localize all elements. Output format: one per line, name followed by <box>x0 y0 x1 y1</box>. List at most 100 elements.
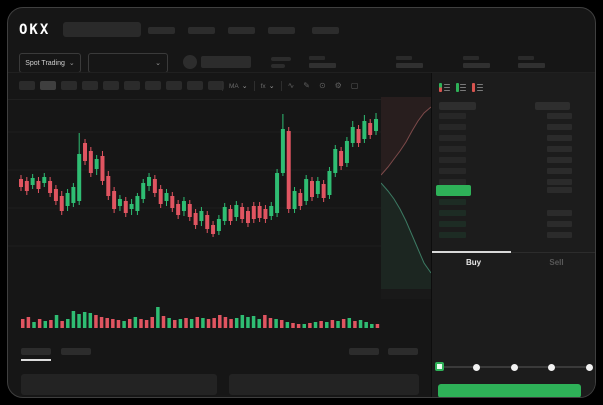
header-nav-item[interactable] <box>228 27 255 34</box>
bottom-tab-1[interactable] <box>21 348 51 355</box>
tab-buy[interactable]: Buy <box>465 258 482 267</box>
slider-handle[interactable] <box>435 362 444 371</box>
okx-logo[interactable]: OKX <box>19 22 51 38</box>
candle-body <box>135 196 140 211</box>
header-nav-item[interactable] <box>148 27 175 34</box>
header-nav-item[interactable] <box>188 27 215 34</box>
candle-body <box>19 179 23 187</box>
pair-selector-dropdown[interactable]: ⌄ <box>88 53 168 73</box>
change-placeholder <box>271 64 285 68</box>
volume-bar <box>347 318 352 328</box>
ask-row-price[interactable] <box>439 146 466 152</box>
slider-stop[interactable] <box>473 363 480 371</box>
volume-bar <box>319 321 323 328</box>
candle-body <box>310 181 314 197</box>
tab-divider <box>432 252 595 253</box>
wave-indicator-icon[interactable]: ∿ <box>287 81 295 90</box>
volume-bar <box>212 318 216 328</box>
volume-bar <box>32 322 36 328</box>
search-input[interactable] <box>63 22 141 37</box>
volume-bar <box>94 315 98 328</box>
candle-body <box>356 129 361 143</box>
orderbook-view-toggles <box>439 83 483 92</box>
ask-row-price[interactable] <box>439 113 466 119</box>
asks-book-icon[interactable] <box>472 83 483 92</box>
interval-button[interactable] <box>40 81 56 90</box>
volume-bar <box>291 323 295 328</box>
header-nav-item[interactable] <box>268 27 295 34</box>
depth-bid-area <box>381 183 431 289</box>
draw-tool-icon[interactable]: ✎ <box>303 81 310 90</box>
last-price-highlight[interactable] <box>436 185 471 196</box>
candle-body <box>71 187 76 203</box>
interval-button[interactable] <box>166 81 182 90</box>
bids-book-icon[interactable] <box>455 83 466 92</box>
ask-row-price[interactable] <box>439 168 466 174</box>
ask-row-price[interactable] <box>439 179 466 185</box>
market-type-selector[interactable]: Spot Trading ⌄ <box>19 53 81 73</box>
slider-stop[interactable] <box>510 363 518 371</box>
candlestick-chart[interactable] <box>8 99 381 299</box>
chevron-down-icon: ⌄ <box>155 59 161 67</box>
volume-bar <box>285 322 290 328</box>
volume-bar <box>229 319 233 328</box>
camera-icon[interactable]: ⊙ <box>318 81 326 90</box>
book-color-bar <box>472 83 475 92</box>
candle-body <box>158 189 163 204</box>
candle-body <box>117 199 122 206</box>
bid-row-amount <box>547 221 572 227</box>
bottom-tab-2[interactable] <box>61 348 91 355</box>
book-lines <box>476 83 483 92</box>
header-nav-item[interactable] <box>312 27 339 34</box>
bottom-right-tab-2[interactable] <box>388 348 418 355</box>
candle-body <box>147 177 152 186</box>
interval-button[interactable] <box>124 81 140 90</box>
orderbook-trade-panel: Buy Sell <box>431 73 595 397</box>
bid-row-price[interactable] <box>439 232 466 238</box>
tab-sell[interactable]: Sell <box>549 258 564 267</box>
candle-body <box>269 206 274 216</box>
candle-body <box>83 143 88 161</box>
candle-body <box>374 119 379 131</box>
volume-bar <box>195 317 200 328</box>
bid-row-price[interactable] <box>439 221 466 227</box>
candle-body <box>187 204 192 217</box>
ask-row-price[interactable] <box>439 135 466 141</box>
candle-body <box>362 121 367 139</box>
volume-bar <box>302 324 306 328</box>
candle-body <box>275 173 280 213</box>
interval-button[interactable] <box>145 81 161 90</box>
stat-value-placeholder <box>396 63 423 68</box>
interval-button[interactable] <box>103 81 119 90</box>
volume-bar <box>66 319 70 328</box>
orderbook-header-right <box>535 102 570 110</box>
divider <box>8 99 431 100</box>
slider-stop[interactable] <box>585 363 593 371</box>
indicator-dropdown-1[interactable]: MA ⌄ <box>229 83 248 90</box>
candle-body <box>77 154 82 201</box>
candle-body <box>263 209 268 219</box>
ask-row-price[interactable] <box>439 124 466 130</box>
interval-button[interactable] <box>187 81 203 90</box>
interval-button[interactable] <box>82 81 98 90</box>
bottom-right-tab-1[interactable] <box>349 348 379 355</box>
book-color-bar <box>455 83 459 92</box>
buy-submit-button[interactable] <box>438 384 581 397</box>
interval-button[interactable] <box>61 81 77 90</box>
slider-stop[interactable] <box>548 363 555 371</box>
volume-bar <box>218 315 222 328</box>
bid-row-price[interactable] <box>439 199 466 205</box>
candle-body <box>152 179 157 193</box>
interval-button[interactable] <box>19 81 35 90</box>
interval-button[interactable] <box>208 81 224 90</box>
candle-body <box>298 193 303 206</box>
indicator-dropdown-2[interactable]: fx ⌄ <box>261 83 275 90</box>
ask-row-price[interactable] <box>439 157 466 163</box>
volume-bar <box>341 319 346 328</box>
settings-icon[interactable]: ⚙ <box>334 81 342 90</box>
fullscreen-icon[interactable]: ▢ <box>350 81 359 90</box>
bid-row-price[interactable] <box>439 210 466 216</box>
candle-body <box>344 141 349 163</box>
combined-book-icon[interactable] <box>439 83 450 92</box>
price-placeholder <box>271 57 291 61</box>
